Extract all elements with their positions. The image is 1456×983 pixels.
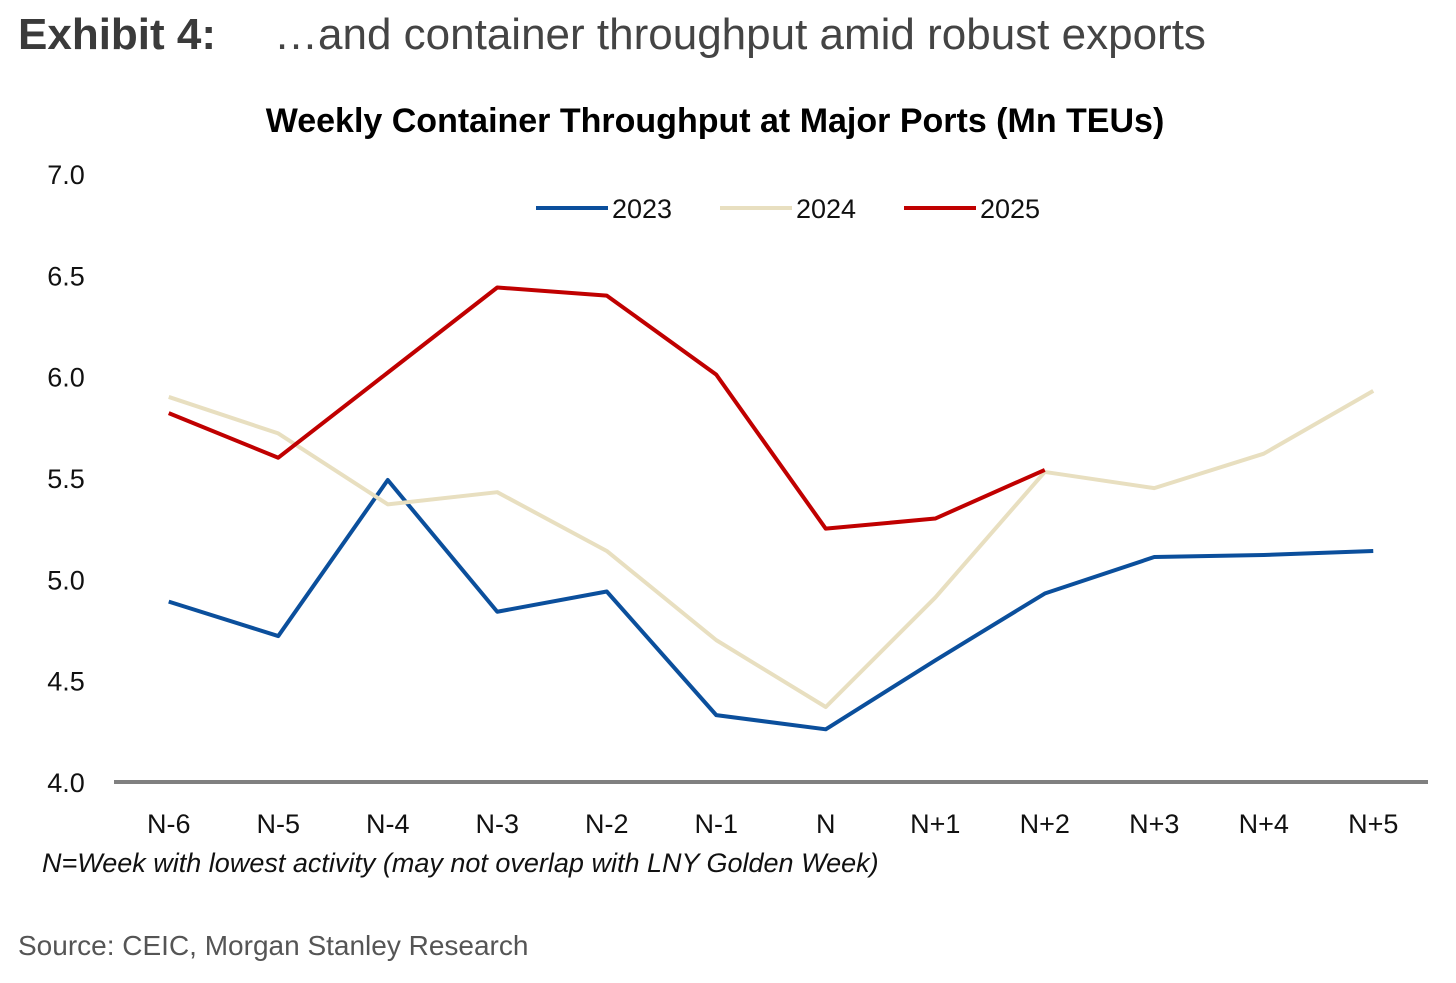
y-tick-label: 5.0	[47, 565, 85, 595]
exhibit-number: Exhibit 4:	[18, 10, 217, 59]
series-line-2023	[168, 478, 1374, 732]
y-tick-label: 6.0	[47, 363, 85, 393]
y-tick-label: 7.0	[47, 160, 85, 190]
x-tick-label: N+1	[910, 809, 960, 839]
series-line-2025	[167, 285, 1046, 531]
legend-label-2023: 2023	[612, 194, 672, 224]
x-tick-label: N	[816, 809, 836, 839]
y-tick-label: 4.0	[47, 768, 85, 798]
source-text: Source: CEIC, Morgan Stanley Research	[18, 930, 529, 961]
chart-note: N=Week with lowest activity (may not ove…	[42, 848, 879, 878]
exhibit-header: Exhibit 4: …and container throughput amid…	[18, 10, 1206, 60]
y-tick-label: 6.5	[47, 261, 85, 291]
x-tick-label: N-3	[475, 809, 519, 839]
series-line-2024	[168, 389, 1375, 710]
legend-label-2024: 2024	[796, 194, 856, 224]
x-tick-label: N-6	[147, 809, 191, 839]
legend-label-2025: 2025	[980, 194, 1040, 224]
x-tick-label: N+2	[1020, 809, 1070, 839]
x-tick-label: N-4	[366, 809, 410, 839]
chart-title: Weekly Container Throughput at Major Por…	[266, 102, 1165, 140]
x-tick-label: N-1	[694, 809, 738, 839]
x-tick-label: N-5	[256, 809, 300, 839]
y-tick-label: 5.5	[47, 464, 85, 494]
y-tick-label: 4.5	[47, 667, 85, 697]
x-tick-label: N+4	[1239, 809, 1289, 839]
exhibit-subtitle: …and container throughput amid robust ex…	[274, 10, 1206, 59]
x-tick-label: N+3	[1129, 809, 1179, 839]
x-tick-label: N+5	[1348, 809, 1398, 839]
x-tick-label: N-2	[585, 809, 629, 839]
